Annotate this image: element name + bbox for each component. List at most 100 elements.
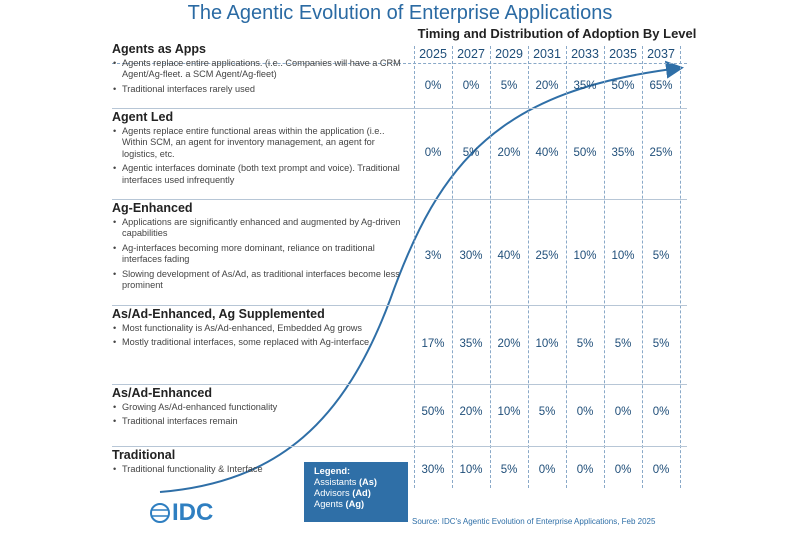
legend-box: Legend: Assistants (As) Advisors (Ad) Ag… [304,462,408,522]
adoption-value: 0% [576,464,594,476]
year-header: 2035 [609,47,637,61]
logo-wordmark: IDC [172,499,214,526]
bullet-icon: • [113,242,117,253]
source-note: Source: IDC's Agentic Evolution of Enter… [412,517,656,526]
bullet-icon: • [113,323,117,333]
column-divider [566,46,567,488]
bullet-item: • Slowing development of As/Ad, as tradit… [112,269,412,292]
level-block: Ag-Enhanced • Applications are significant… [112,201,412,294]
row-divider [112,63,687,64]
bullet-item: • Most functionality is As/Ad-enhanced, E… [112,323,412,334]
adoption-value: 35% [573,80,597,92]
year-header: 2027 [457,47,485,61]
adoption-value: 25% [535,250,559,262]
bullet-icon: • [113,464,117,474]
adoption-value: 10% [573,250,597,262]
bullet-icon: • [113,83,117,94]
adoption-value: 30% [459,250,483,262]
adoption-value: 40% [497,250,521,262]
level-bullets: • Agents replace entire functional areas … [112,126,412,186]
bullet-item: • Mostly traditional interfaces, some rep… [112,337,412,348]
year-header: 2025 [419,47,447,61]
bullet-icon: • [113,416,117,427]
adoption-value: 17% [421,338,445,350]
adoption-value: 0% [576,406,594,418]
bullet-icon: • [113,126,117,136]
column-divider [414,46,415,488]
adoption-value: 5% [614,338,632,350]
bullet-item: • Traditional functionality & Interface [112,464,412,475]
bullet-icon: • [113,337,117,348]
bullet-text: Most functionality is As/Ad-enhanced, Em… [122,323,363,333]
bullet-text: Traditional interfaces remain [122,416,238,427]
level-bullets: • Applications are significantly enhanced… [112,217,412,291]
bullet-text: Agents replace entire applications. (i.e… [122,58,401,80]
level-title: Agents as Apps [112,42,207,56]
column-divider [642,46,643,488]
level-block: As/Ad-Enhanced, Ag Supplemented • Most fun… [112,307,412,352]
row-divider [112,108,687,109]
adoption-value: 5% [576,338,594,350]
adoption-value: 50% [573,147,597,159]
level-title: As/Ad-Enhanced [112,386,213,400]
bullet-item: • Agents replace entire functional areas … [112,126,412,160]
adoption-value: 10% [497,406,521,418]
adoption-value: 5% [500,464,518,476]
adoption-value: 0% [652,464,670,476]
legend-item-agents: Agents (Ag) [314,499,365,509]
level-title: Agent Led [112,110,174,124]
bullet-text: Agents replace entire functional areas w… [122,126,385,159]
row-divider [112,384,687,385]
column-divider [604,46,605,488]
legend-item-advisors: Advisors (Ad) [314,488,371,498]
bullet-icon: • [113,217,117,227]
adoption-value: 5% [462,147,480,159]
adoption-value: 35% [611,147,635,159]
year-header: 2033 [571,47,599,61]
bullet-item: • Applications are significantly enhanced… [112,217,412,240]
column-divider [680,46,681,488]
adoption-value: 20% [497,338,521,350]
level-bullets: • Agents replace entire applications. (i.… [112,58,412,95]
bullet-text: Traditional functionality & Interface [122,464,263,474]
adoption-value: 30% [421,464,445,476]
row-divider [112,446,687,447]
bullet-text: Agentic interfaces dominate (both text p… [122,163,400,185]
bullet-item: • Agentic interfaces dominate (both text … [112,163,412,186]
level-block: As/Ad-Enhanced • Growing As/Ad-enhanced fu… [112,386,412,431]
level-bullets: • Most functionality is As/Ad-enhanced, E… [112,323,412,349]
bullet-icon: • [113,58,117,68]
column-divider [490,46,491,488]
page-title: The Agentic Evolution of Enterprise Appl… [187,2,613,24]
adoption-value: 0% [424,80,442,92]
level-title: Traditional [112,448,176,462]
adoption-curve-line [159,60,684,493]
row-divider [112,305,687,306]
year-header: 2037 [647,47,675,61]
legend-item-assistants: Assistants (As) [314,477,378,487]
adoption-value: 0% [538,464,556,476]
adoption-value: 5% [538,406,556,418]
adoption-value: 5% [500,80,518,92]
level-block: Agents as Apps • Agents replace entire app… [112,42,412,98]
year-header: 2031 [533,47,561,61]
adoption-value: 0% [462,80,480,92]
bullet-item: • Traditional interfaces remain [112,416,412,427]
bullet-icon: • [113,268,117,279]
adoption-value: 10% [459,464,483,476]
bullet-text: Traditional interfaces rarely used [122,83,255,94]
bullet-text: Applications are significantly enhanced … [122,217,401,239]
idc-logo: IDC [150,499,250,526]
adoption-value: 25% [649,147,673,159]
bullet-icon: • [113,402,117,412]
adoption-value: 0% [652,406,670,418]
bullet-text: Growing As/Ad-enhanced functionality [122,402,278,412]
adoption-value: 20% [459,406,483,418]
adoption-value: 50% [611,80,635,92]
bullet-text: Mostly traditional interfaces, some repl… [122,337,370,348]
adoption-value: 65% [649,80,673,92]
level-bullets: • Traditional functionality & Interface [112,464,412,475]
level-bullets: • Growing As/Ad-enhanced functionality • Tr… [112,402,412,428]
bullet-item: • Ag-interfaces becoming more dominant, r… [112,243,412,266]
